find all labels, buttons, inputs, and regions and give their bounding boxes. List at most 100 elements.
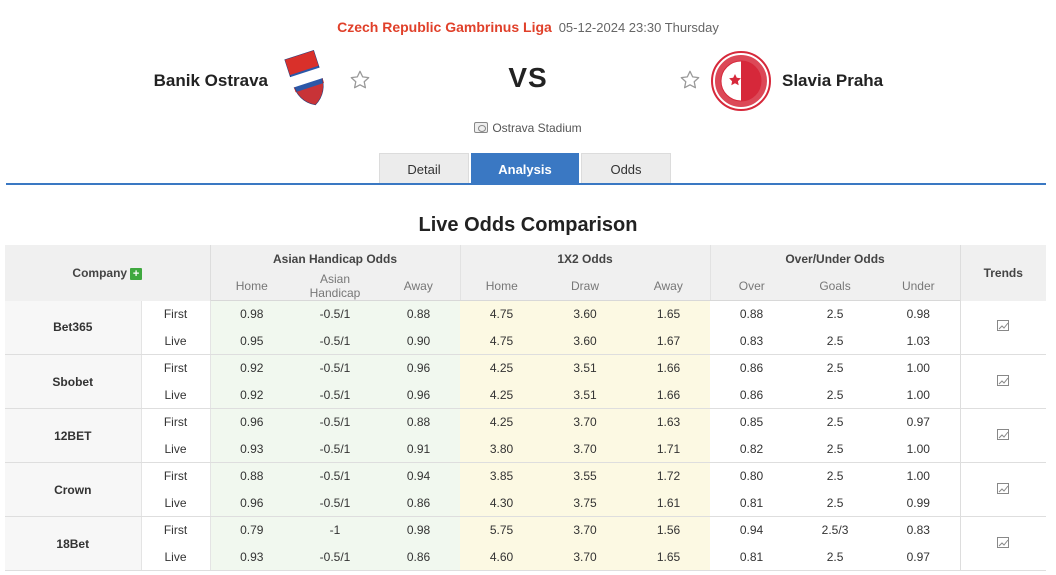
odds-cell[interactable]: 2.5 [793,435,878,463]
odds-cell[interactable]: 3.55 [543,462,628,490]
odds-cell[interactable]: 0.81 [710,489,794,517]
odds-cell[interactable]: -1 [293,516,377,544]
odds-cell[interactable]: 1.03 [877,327,961,355]
odds-cell[interactable]: 2.5 [793,462,878,490]
odds-cell[interactable]: 4.30 [460,489,544,517]
odds-cell[interactable]: 0.82 [710,435,794,463]
odds-cell[interactable]: 2.5 [793,408,878,436]
odds-cell[interactable]: 1.00 [877,381,961,409]
odds-cell[interactable]: 3.70 [543,408,628,436]
odds-cell[interactable]: 1.00 [877,354,961,382]
odds-cell[interactable]: 0.99 [877,489,961,517]
odds-cell[interactable]: 0.95 [210,327,293,355]
odds-cell[interactable]: 0.80 [710,462,794,490]
company-name[interactable]: 12BET [5,408,142,463]
odds-cell[interactable]: 0.88 [377,300,461,328]
odds-cell[interactable]: 0.81 [710,543,794,571]
odds-cell[interactable]: 0.83 [710,327,794,355]
odds-cell[interactable]: 2.5 [793,300,878,328]
odds-cell[interactable]: 0.93 [210,543,293,571]
company-name[interactable]: Sbobet [5,354,142,409]
odds-cell[interactable]: 0.97 [877,543,961,571]
odds-cell[interactable]: 0.96 [210,489,293,517]
trend-chart-icon[interactable] [997,428,1010,440]
odds-cell[interactable]: 1.65 [627,543,711,571]
odds-cell[interactable]: 0.88 [710,300,794,328]
odds-cell[interactable]: 3.60 [543,300,628,328]
odds-cell[interactable]: 0.92 [210,381,293,409]
odds-cell[interactable]: 5.75 [460,516,544,544]
odds-cell[interactable]: 4.75 [460,300,544,328]
odds-cell[interactable]: 0.98 [877,300,961,328]
tab-analysis[interactable]: Analysis [471,153,579,184]
odds-cell[interactable]: 0.86 [710,354,794,382]
trend-chart-icon[interactable] [997,374,1010,386]
odds-cell[interactable]: 3.51 [543,354,628,382]
away-team-logo[interactable] [710,50,772,112]
trend-cell[interactable] [959,300,1047,355]
odds-cell[interactable]: 3.70 [543,435,628,463]
odds-cell[interactable]: 3.60 [543,327,628,355]
odds-cell[interactable]: 0.98 [377,516,461,544]
odds-cell[interactable]: 0.86 [710,381,794,409]
add-company-plus-icon[interactable]: + [130,267,143,280]
odds-cell[interactable]: -0.5/1 [293,300,377,328]
odds-cell[interactable]: -0.5/1 [293,381,377,409]
odds-cell[interactable]: 3.70 [543,516,628,544]
odds-cell[interactable]: 0.96 [377,354,461,382]
odds-cell[interactable]: 2.5 [793,354,878,382]
odds-cell[interactable]: 2.5 [793,381,878,409]
home-team-name[interactable]: Banik Ostrava [153,71,268,90]
away-team-name[interactable]: Slavia Praha [782,71,884,90]
odds-cell[interactable]: 0.88 [377,408,461,436]
odds-cell[interactable]: 1.56 [627,516,711,544]
league-name[interactable]: Czech Republic Gambrinus Liga [337,19,552,35]
odds-cell[interactable]: 4.25 [460,354,544,382]
trend-cell[interactable] [959,408,1047,463]
company-name[interactable]: 18Bet [5,516,142,571]
odds-cell[interactable]: 0.86 [377,543,461,571]
odds-cell[interactable]: -0.5/1 [293,462,377,490]
odds-cell[interactable]: 0.98 [210,300,293,328]
odds-cell[interactable]: 2.5 [793,327,878,355]
odds-cell[interactable]: 3.80 [460,435,544,463]
odds-cell[interactable]: 0.90 [377,327,461,355]
odds-cell[interactable]: 2.5/3 [793,516,878,544]
home-team-logo[interactable] [276,48,338,110]
odds-cell[interactable]: 1.66 [627,354,711,382]
odds-cell[interactable]: 2.5 [793,489,878,517]
tab-detail[interactable]: Detail [379,153,469,184]
trend-chart-icon[interactable] [997,320,1010,332]
odds-cell[interactable]: 0.92 [210,354,293,382]
odds-cell[interactable]: 0.93 [210,435,293,463]
odds-cell[interactable]: -0.5/1 [293,489,377,517]
odds-cell[interactable]: 0.94 [377,462,461,490]
odds-cell[interactable]: 0.79 [210,516,293,544]
odds-cell[interactable]: 3.75 [543,489,628,517]
odds-cell[interactable]: 0.91 [377,435,461,463]
trend-cell[interactable] [959,354,1047,409]
odds-cell[interactable]: 0.94 [710,516,794,544]
odds-cell[interactable]: 4.25 [460,408,544,436]
odds-cell[interactable]: 0.86 [377,489,461,517]
odds-cell[interactable]: 0.96 [377,381,461,409]
odds-cell[interactable]: -0.5/1 [293,543,377,571]
odds-cell[interactable]: 3.85 [460,462,544,490]
odds-cell[interactable]: 0.97 [877,408,961,436]
odds-cell[interactable]: 1.00 [877,462,961,490]
company-name[interactable]: Bet365 [5,300,142,355]
odds-cell[interactable]: 1.72 [627,462,711,490]
trend-chart-icon[interactable] [997,482,1010,494]
favorite-away-star-icon[interactable] [679,69,701,91]
trend-cell[interactable] [959,462,1047,517]
odds-cell[interactable]: 1.65 [627,300,711,328]
odds-cell[interactable]: 4.75 [460,327,544,355]
company-name[interactable]: Crown [5,462,142,517]
favorite-home-star-icon[interactable] [349,69,371,91]
odds-cell[interactable]: 3.70 [543,543,628,571]
odds-cell[interactable]: 0.83 [877,516,961,544]
trend-chart-icon[interactable] [997,536,1010,548]
odds-cell[interactable]: 1.63 [627,408,711,436]
odds-cell[interactable]: 1.00 [877,435,961,463]
odds-cell[interactable]: 3.51 [543,381,628,409]
